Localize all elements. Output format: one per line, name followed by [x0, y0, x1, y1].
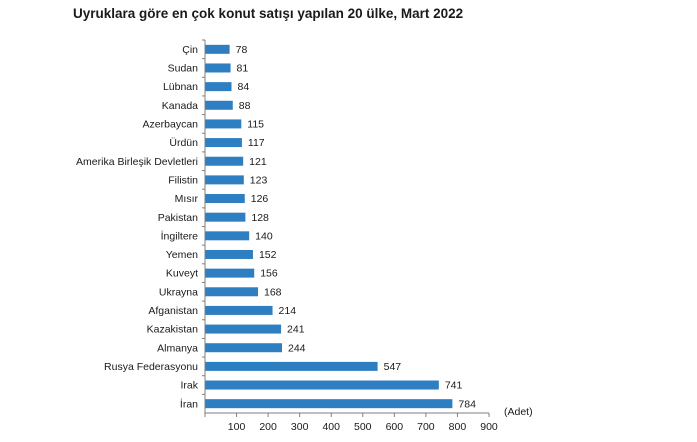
value-label: 741 [445, 380, 463, 392]
x-tick-label: 800 [449, 421, 467, 433]
value-label: 126 [251, 193, 269, 205]
bar [205, 399, 453, 409]
bar [205, 212, 246, 222]
category-label: Ürdün [169, 137, 198, 149]
category-label: Pakistan [158, 212, 198, 224]
value-label: 78 [236, 44, 248, 56]
category-label: Filistin [168, 174, 198, 186]
bar [205, 361, 378, 371]
unit-label: (Adet) [504, 406, 533, 418]
value-label: 140 [255, 230, 273, 242]
bar [205, 231, 250, 241]
category-label: Almanya [157, 342, 198, 354]
value-label: 241 [287, 324, 305, 336]
value-label: 115 [247, 119, 264, 131]
category-label: Azerbaycan [143, 119, 199, 131]
value-label: 121 [249, 156, 267, 168]
bar [205, 343, 282, 353]
value-label: 152 [259, 249, 277, 261]
value-label: 84 [238, 81, 250, 93]
bar [205, 63, 231, 73]
bar [205, 100, 233, 110]
bar [205, 138, 242, 148]
bar [205, 156, 244, 166]
value-label: 156 [260, 268, 278, 280]
category-label: Irak [180, 380, 198, 392]
category-label: İran [180, 397, 198, 410]
x-tick-label: 700 [417, 421, 435, 433]
value-label: 547 [384, 361, 402, 373]
value-label: 168 [264, 286, 282, 298]
category-label: Yemen [166, 249, 198, 261]
category-label: Ukrayna [159, 286, 198, 298]
category-label: Kuveyt [166, 268, 198, 280]
bar [205, 82, 232, 92]
category-label: Sudan [168, 63, 199, 75]
category-label: Çin [182, 44, 198, 56]
category-label: Kazakistan [147, 324, 199, 336]
bar [205, 249, 253, 259]
x-tick-label: 200 [259, 421, 277, 433]
labels-layer: Çin 78 Sudan 81 Lübnan 84 Kanada 88 Azerbaycan 11… [76, 44, 476, 410]
category-label: Afganistan [148, 305, 198, 317]
bar [205, 119, 242, 129]
bar [205, 44, 230, 54]
bar [205, 268, 255, 278]
x-axis: 100 200 300 400 500 600 700 800 900 [202, 39, 498, 433]
category-label: Amerika Birleşik Devletleri [76, 156, 198, 168]
bars-layer [205, 44, 453, 409]
bar [205, 380, 439, 390]
bar [205, 175, 244, 185]
x-tick-label: 900 [480, 421, 498, 433]
bar [205, 194, 245, 204]
value-label: 214 [279, 305, 297, 317]
category-label: Lübnan [163, 81, 198, 93]
value-label: 244 [288, 342, 306, 354]
x-tick-label: 300 [291, 421, 309, 433]
value-label: 784 [458, 398, 476, 410]
x-tick-label: 100 [228, 421, 246, 433]
x-tick-label: 400 [322, 421, 340, 433]
bar [205, 324, 282, 334]
value-label: 81 [237, 63, 249, 75]
category-label: Rusya Federasyonu [104, 361, 198, 373]
chart-title: Uyruklara göre en çok konut satışı yapıl… [73, 6, 464, 21]
value-label: 88 [239, 100, 251, 112]
category-label: İngiltere [161, 229, 199, 242]
x-tick-label: 500 [354, 421, 372, 433]
category-label: Kanada [162, 100, 198, 112]
bar [205, 287, 259, 297]
value-label: 128 [251, 212, 269, 224]
value-label: 117 [248, 137, 265, 149]
value-label: 123 [250, 174, 268, 186]
category-label: Mısır [175, 193, 199, 205]
bar [205, 305, 273, 315]
x-tick-label: 600 [386, 421, 404, 433]
